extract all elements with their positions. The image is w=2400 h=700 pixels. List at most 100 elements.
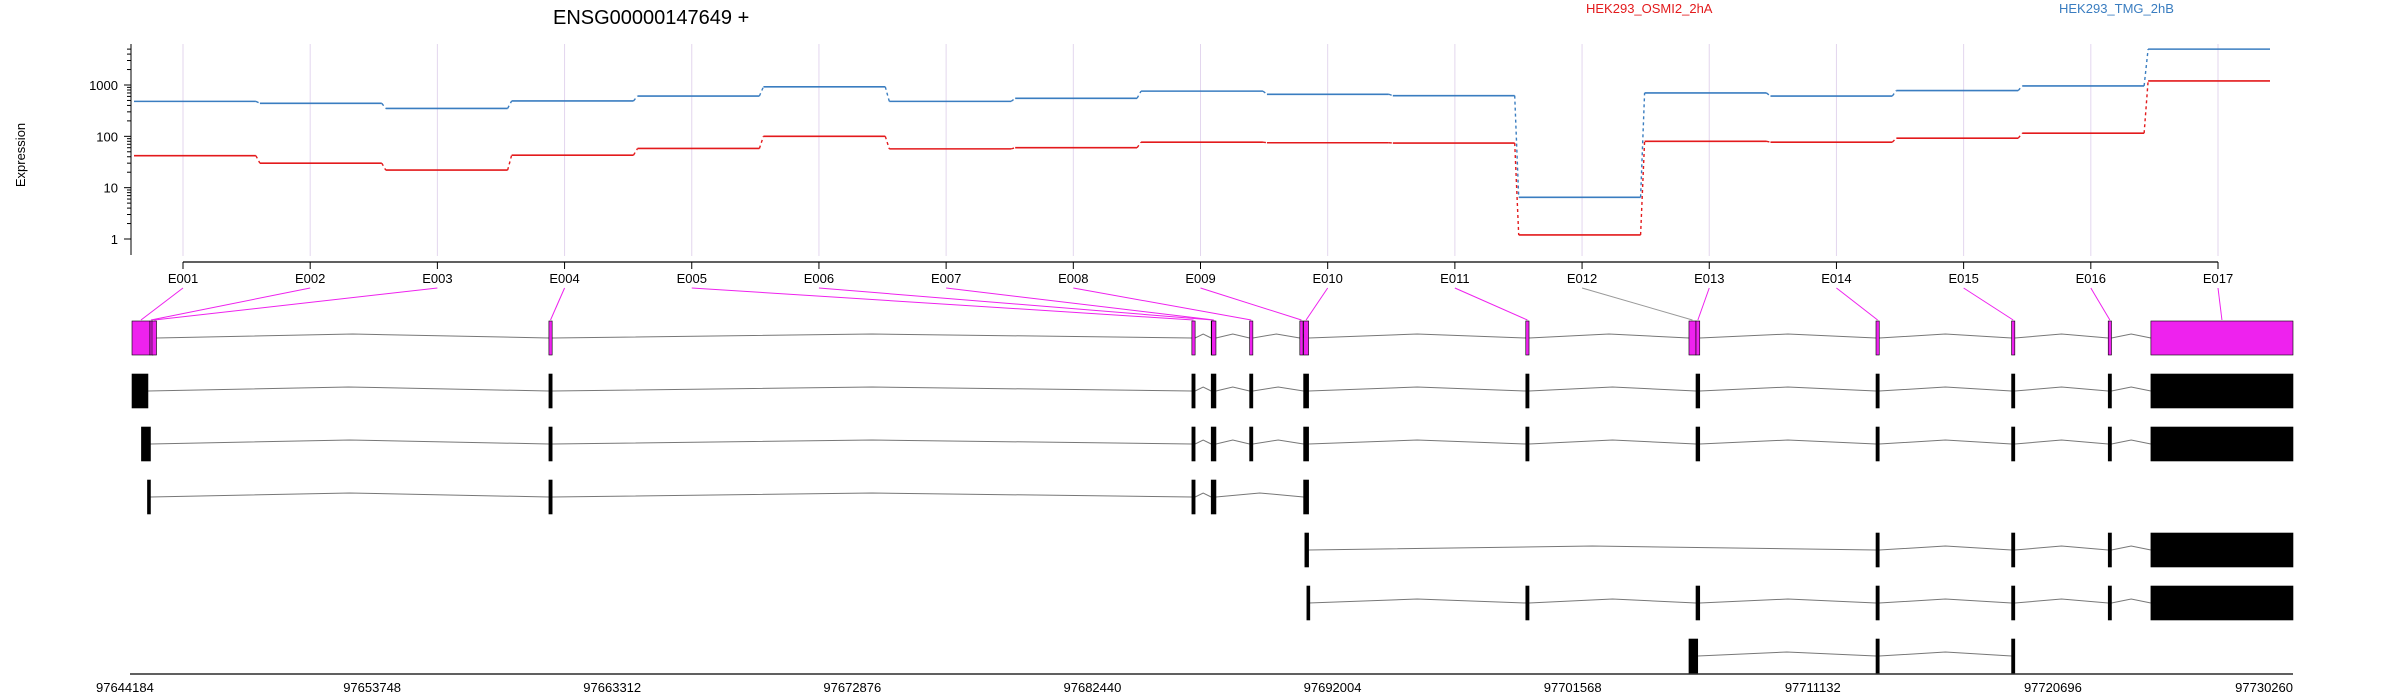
- transcript-5-intron: [1879, 598, 2012, 604]
- x-tick-label: E016: [2076, 271, 2106, 286]
- x-tick-label: E017: [2203, 271, 2233, 286]
- transcript-1-exon: [1210, 373, 1217, 409]
- transcript-5-intron: [1699, 598, 1877, 604]
- series-1-connector: [1010, 97, 1016, 102]
- y-axis-title: Expression: [13, 123, 28, 187]
- series-1-connector: [1766, 92, 1771, 97]
- series-1-connector: [1891, 90, 1897, 97]
- transcript-2-exon: [1695, 426, 1701, 462]
- transcript-2-exon: [1191, 426, 1196, 462]
- exon-model-intron: [1252, 333, 1300, 339]
- x-tick-label: E001: [168, 271, 198, 286]
- transcript-2-intron: [1215, 439, 1250, 445]
- transcript-2-exon: [2150, 426, 2294, 462]
- x-tick-label: E011: [1440, 271, 1469, 286]
- exon-model-intron: [1308, 333, 1526, 339]
- y-tick-label: 1: [111, 232, 118, 247]
- transcript-1-intron: [2111, 386, 2152, 392]
- genome-tick-label: 97682440: [1064, 680, 1122, 695]
- exon-connector: [1581, 287, 1693, 321]
- transcript-1-intron: [147, 386, 549, 392]
- transcript-4-intron: [2014, 545, 2109, 551]
- series-0-connector: [632, 148, 639, 156]
- transcript-2-exon: [1525, 426, 1530, 462]
- exon-model-exon: [1695, 320, 1701, 356]
- x-tick-label: E012: [1567, 271, 1597, 286]
- x-tick-label: E013: [1694, 271, 1724, 286]
- exon-model-exon: [1249, 320, 1254, 356]
- exon-connector: [1305, 287, 1329, 321]
- transcript-2-exon: [548, 426, 553, 462]
- transcript-4-intron: [1879, 545, 2012, 551]
- transcript-2-intron: [552, 439, 1192, 445]
- exon-model-exon: [548, 320, 553, 356]
- exon-model-intron: [2014, 333, 2109, 339]
- exon-model-exon: [151, 320, 157, 356]
- series-0-connector: [1136, 141, 1142, 149]
- genome-tick-label: 97644184: [96, 680, 154, 695]
- transcript-1-exon: [548, 373, 553, 409]
- series-0-connector: [1891, 137, 1897, 143]
- transcript-2-intron: [2111, 439, 2152, 445]
- transcript-3-exon: [548, 479, 553, 515]
- series-0-connector: [506, 154, 513, 171]
- series-1-connector: [1639, 92, 1646, 198]
- exon-model-intron: [156, 333, 549, 339]
- transcript-2-exon: [2107, 426, 2112, 462]
- series-0-connector: [758, 136, 765, 149]
- transcript-5-exon: [1306, 585, 1311, 621]
- series-1-connector: [1262, 90, 1268, 95]
- x-tick-label: E010: [1313, 271, 1343, 286]
- exon-model-exon: [2011, 320, 2016, 356]
- transcript-2-intron: [1529, 439, 1697, 445]
- legend-tmg: HEK293_TMG_2hB: [2059, 1, 2174, 16]
- exon-connector: [1073, 287, 1252, 321]
- transcript-1-intron: [2014, 386, 2109, 392]
- exon-model-exon: [1299, 320, 1304, 356]
- x-tick-label: E014: [1821, 271, 1851, 286]
- transcript-4-exon: [1304, 532, 1309, 568]
- exon-model-exon: [131, 320, 151, 356]
- exon-connector: [150, 287, 311, 321]
- x-tick-label: E004: [549, 271, 579, 286]
- transcript-1-exon: [2150, 373, 2294, 409]
- transcript-2-exon: [1210, 426, 1217, 462]
- transcript-2-exon: [141, 426, 151, 462]
- exon-connector: [818, 287, 1213, 321]
- exon-model-intron: [1215, 333, 1250, 339]
- x-tick-label: E006: [804, 271, 834, 286]
- transcript-4-exon: [1875, 532, 1880, 568]
- transcript-2-exon: [1249, 426, 1254, 462]
- transcript-1-exon: [1525, 373, 1530, 409]
- transcript-3-intron: [1194, 492, 1212, 498]
- transcript-5-exon: [2011, 585, 2016, 621]
- exon-connector: [1963, 287, 2014, 321]
- transcript-1-intron: [1879, 386, 2012, 392]
- x-tick-label: E002: [295, 271, 325, 286]
- series-0-connector: [1010, 147, 1016, 150]
- transcript-1-intron: [552, 386, 1192, 392]
- transcript-1-exon: [1695, 373, 1701, 409]
- exon-connector: [140, 287, 184, 321]
- transcript-1-exon: [1191, 373, 1196, 409]
- exon-model-intron: [1879, 333, 2012, 339]
- transcript-1-intron: [1252, 386, 1304, 392]
- transcript-4-exon: [2011, 532, 2016, 568]
- transcript-3-exon: [147, 479, 151, 515]
- genome-tick-label: 97730260: [2235, 680, 2293, 695]
- series-1-connector: [884, 86, 890, 102]
- transcript-1-intron: [1699, 386, 1877, 392]
- series-0-connector: [1639, 141, 1646, 235]
- exon-model-exon: [1688, 320, 1697, 356]
- transcript-2-intron: [1699, 439, 1877, 445]
- exon-connector: [1697, 287, 1710, 321]
- x-tick-label: E005: [677, 271, 707, 286]
- transcript-5-intron: [2111, 598, 2152, 604]
- transcript-5-intron: [1529, 598, 1697, 604]
- series-0-connector: [884, 136, 890, 150]
- exon-connector: [154, 287, 438, 321]
- x-tick-label: E009: [1185, 271, 1215, 286]
- transcript-5-exon: [2150, 585, 2294, 621]
- transcript-4-exon: [2150, 532, 2294, 568]
